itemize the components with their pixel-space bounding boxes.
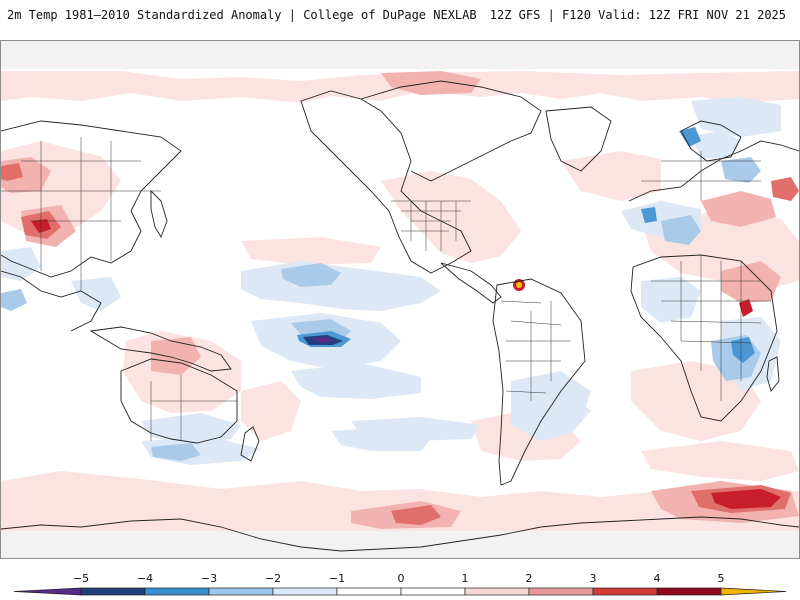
colorbar-segment	[208, 587, 274, 596]
colorbar-tick-label: 5	[718, 572, 725, 585]
anomaly-map	[0, 40, 800, 559]
colorbar-tick-label: −5	[73, 572, 89, 585]
model-run-info: 12Z GFS | F120 Valid: 12Z FRI NOV 21 202…	[489, 8, 786, 22]
cool-anomaly-strong-layer	[297, 127, 755, 363]
colorbar-segment	[656, 587, 722, 596]
header-bar: 2m Temp 1981–2010 Standardized Anomaly |…	[0, 0, 800, 40]
colorbar-tick-label: −4	[137, 572, 153, 585]
colorbar-tick-label: 1	[462, 572, 469, 585]
colorbar-segment	[592, 587, 658, 596]
colorbar-segment	[13, 587, 82, 596]
political-boundaries-layer	[1, 137, 771, 441]
colorbar-tick-label: −2	[265, 572, 281, 585]
anomaly-colorbar: −5 −4 −3 −2 −1 0 1 2 3 4 5	[0, 562, 800, 600]
coastline-layer	[1, 80, 799, 552]
colorbar-segment	[720, 587, 787, 596]
colorbar-tick-label: 3	[590, 572, 597, 585]
colorbar-tick-label: 0	[398, 572, 405, 585]
colorbar-tick-labels: −5 −4 −3 −2 −1 0 1 2 3 4 5	[73, 572, 725, 585]
colorbar-segment	[144, 587, 210, 596]
colorbar-svg: −5 −4 −3 −2 −1 0 1 2 3 4 5	[13, 572, 787, 596]
colorbar-bar	[13, 587, 787, 596]
colorbar-tick-label: −1	[329, 572, 345, 585]
colorbar-tick-label: −3	[201, 572, 217, 585]
colorbar-tick-label: 4	[654, 572, 661, 585]
cool-anomaly-medium-layer	[1, 157, 761, 461]
colorbar-tick-label: 2	[526, 572, 533, 585]
warm-anomaly-light-layer	[1, 71, 799, 531]
north-polar-band	[1, 41, 799, 69]
south-polar-band	[1, 531, 799, 558]
product-title: 2m Temp 1981–2010 Standardized Anomaly |…	[7, 8, 477, 22]
colorbar-segment	[400, 587, 466, 596]
colorbar-segment	[272, 587, 338, 596]
colorbar-segment	[464, 587, 530, 596]
map-canvas	[1, 41, 799, 558]
colorbar-segment	[80, 587, 146, 596]
warm-anomaly-intense-layer	[31, 219, 781, 509]
colorbar-segment	[336, 587, 402, 596]
colorbar-segment	[528, 587, 594, 596]
